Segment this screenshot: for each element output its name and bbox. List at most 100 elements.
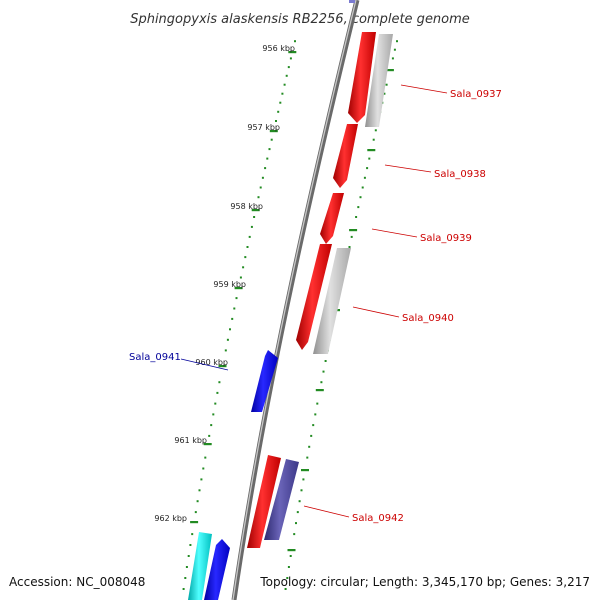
minor-tick (259, 186, 262, 189)
minor-tick (324, 360, 327, 362)
gene-label-sala-0940[interactable]: Sala_0940 (402, 313, 454, 324)
gene-label-sala-0938[interactable]: Sala_0938 (434, 169, 486, 180)
minor-tick (391, 57, 394, 60)
gene-label-sala-0939[interactable]: Sala_0939 (420, 233, 472, 244)
minor-tick (239, 276, 242, 279)
minor-tick (229, 328, 231, 331)
minor-tick (348, 246, 351, 248)
gene-feature[interactable] (251, 350, 278, 412)
major-tick (315, 389, 324, 392)
major-tick (203, 443, 212, 446)
minor-tick (396, 40, 398, 43)
major-tick (287, 549, 296, 552)
minor-tick (250, 225, 253, 228)
gene-feature[interactable] (348, 32, 376, 123)
minor-tick (289, 57, 292, 60)
minor-tick (253, 216, 256, 218)
major-tick (301, 469, 309, 472)
gene-feature[interactable] (320, 193, 344, 244)
minor-tick (368, 157, 371, 160)
minor-tick (184, 577, 187, 579)
minor-tick (279, 101, 282, 104)
minor-tick (296, 511, 299, 514)
leader-line (384, 164, 432, 173)
gene-feature[interactable] (333, 124, 358, 188)
minor-tick (289, 555, 292, 557)
tick-tracks (182, 40, 398, 590)
gene-feature[interactable] (204, 539, 230, 600)
gene-feature[interactable] (247, 455, 281, 548)
gene-label-sala-0941[interactable]: Sala_0941 (129, 352, 181, 363)
minor-tick (281, 92, 284, 95)
minor-tick (185, 566, 188, 568)
leader-line (371, 228, 418, 238)
minor-tick (293, 533, 296, 536)
minor-tick (322, 370, 325, 373)
minor-tick (191, 533, 194, 536)
minor-tick (231, 317, 234, 320)
gene-label-sala-0942[interactable]: Sala_0942 (352, 513, 404, 524)
minor-tick (264, 167, 267, 170)
minor-tick (244, 256, 247, 259)
minor-tick (198, 489, 201, 492)
minor-tick (294, 40, 296, 43)
minor-tick (316, 402, 319, 405)
major-tick (367, 149, 376, 152)
minor-tick (210, 424, 213, 427)
minor-tick (182, 588, 185, 590)
scale-label: 960 kbp (195, 358, 228, 367)
scale-label: 957 kbp (247, 123, 280, 132)
minor-tick (372, 138, 375, 141)
gene-feature[interactable] (313, 248, 351, 354)
major-tick (190, 521, 199, 524)
minor-tick (320, 381, 323, 384)
minor-tick (285, 74, 288, 77)
minor-tick (216, 391, 219, 394)
minor-tick (363, 176, 366, 179)
minor-tick (196, 500, 199, 503)
minor-tick (277, 110, 280, 113)
minor-tick (393, 48, 396, 51)
minor-tick (187, 555, 190, 557)
minor-tick (314, 413, 317, 416)
minor-tick (261, 176, 264, 179)
minor-tick (295, 522, 297, 525)
gene-feature[interactable] (264, 459, 299, 540)
minor-tick (300, 489, 303, 492)
minor-tick (224, 349, 227, 352)
gene-feature[interactable] (365, 34, 393, 127)
gene-labels: Sala_0937 Sala_0938 Sala_0939 Sala_0940 … (129, 89, 502, 524)
gene-label-sala-0937[interactable]: Sala_0937 (450, 89, 502, 100)
minor-tick (202, 467, 205, 470)
minor-tick (242, 266, 245, 269)
minor-tick (233, 307, 236, 310)
minor-tick (302, 478, 305, 481)
minor-tick (266, 157, 269, 160)
minor-tick (306, 456, 309, 459)
gene-features (188, 0, 393, 600)
major-tick (269, 130, 278, 133)
minor-tick (287, 566, 290, 568)
minor-tick (350, 235, 353, 238)
leader-line (352, 306, 400, 318)
minor-tick (312, 424, 315, 427)
minor-tick (257, 196, 260, 199)
major-tick (349, 229, 358, 232)
minor-tick (235, 297, 238, 300)
minor-tick (286, 577, 289, 579)
minor-tick (361, 186, 364, 189)
major-tick (385, 69, 394, 72)
genome-backbone-highlight (232, 0, 357, 600)
minor-tick (214, 402, 217, 405)
genome-backbone (231, 0, 360, 600)
major-tick (234, 287, 243, 290)
minor-tick (383, 92, 386, 95)
label-leaders (180, 84, 448, 518)
major-tick (218, 365, 227, 368)
gene-feature[interactable] (296, 244, 332, 350)
minor-tick (204, 456, 207, 459)
minor-tick (275, 120, 277, 122)
scale-label: 961 kbp (174, 436, 207, 445)
gene-feature[interactable] (188, 532, 212, 600)
